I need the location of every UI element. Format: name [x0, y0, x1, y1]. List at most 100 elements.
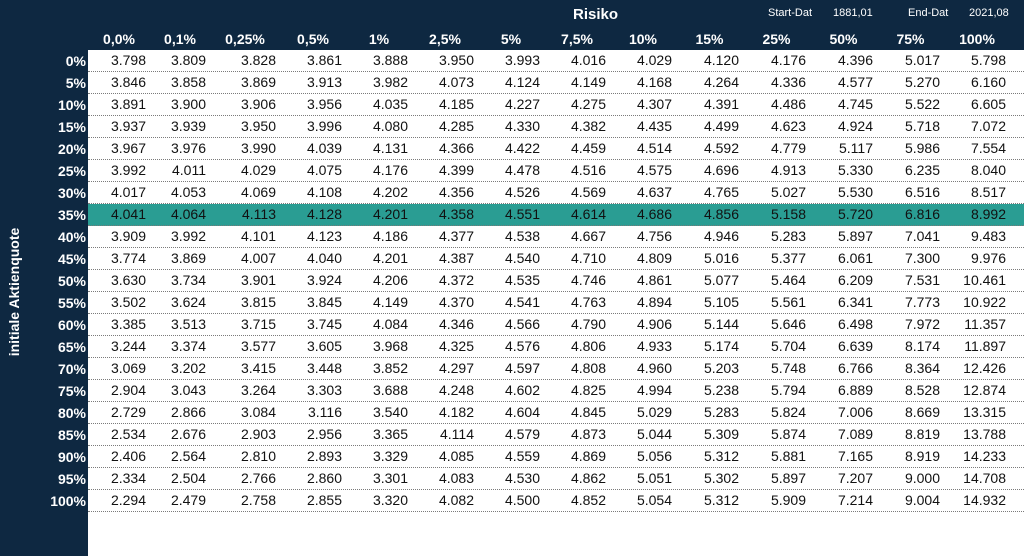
table-cell[interactable]: 6.498	[837, 316, 873, 332]
table-cell[interactable]: 4.387	[438, 250, 474, 266]
table-cell[interactable]: 4.667	[570, 228, 606, 244]
table-cell[interactable]: 4.275	[570, 96, 606, 112]
row-header[interactable]: 5%	[65, 75, 86, 91]
table-cell[interactable]: 5.530	[837, 184, 873, 200]
table-cell[interactable]: 3.968	[372, 338, 408, 354]
table-cell[interactable]: 5.027	[770, 184, 806, 200]
table-cell[interactable]: 2.956	[306, 426, 342, 442]
row-header[interactable]: 40%	[57, 229, 86, 245]
table-cell[interactable]: 5.016	[703, 250, 739, 266]
table-cell[interactable]: 3.301	[372, 470, 408, 486]
row-header[interactable]: 15%	[57, 119, 86, 135]
table-cell[interactable]: 4.746	[570, 272, 606, 288]
table-cell[interactable]: 4.149	[372, 294, 408, 310]
table-cell[interactable]: 7.300	[904, 250, 940, 266]
table-cell[interactable]: 3.513	[170, 316, 206, 332]
table-cell[interactable]: 2.766	[240, 470, 276, 486]
table-cell[interactable]: 5.330	[837, 162, 873, 178]
table-cell[interactable]: 4.075	[306, 162, 342, 178]
table-cell[interactable]: 5.748	[770, 360, 806, 376]
column-header[interactable]: 75%	[896, 31, 925, 47]
table-cell[interactable]: 2.855	[306, 492, 342, 508]
table-cell[interactable]: 7.041	[904, 228, 940, 244]
table-cell[interactable]: 5.117	[839, 140, 873, 156]
table-cell[interactable]: 4.114	[440, 426, 474, 442]
table-cell[interactable]: 4.073	[438, 74, 474, 90]
table-cell[interactable]: 3.043	[170, 382, 206, 398]
row-header[interactable]: 65%	[57, 339, 86, 355]
column-header[interactable]: 0,0%	[103, 31, 135, 47]
table-cell[interactable]: 4.845	[570, 404, 606, 420]
table-cell[interactable]: 4.779	[770, 140, 806, 156]
table-cell[interactable]: 3.624	[170, 294, 206, 310]
table-cell[interactable]: 4.069	[240, 184, 276, 200]
table-cell[interactable]: 5.105	[703, 294, 739, 310]
table-cell[interactable]: 4.960	[636, 360, 672, 376]
table-cell[interactable]: 4.856	[703, 206, 739, 222]
table-cell[interactable]: 4.623	[770, 118, 806, 134]
table-cell[interactable]: 4.248	[438, 382, 474, 398]
table-cell[interactable]: 3.913	[306, 74, 342, 90]
table-cell[interactable]: 2.758	[240, 492, 276, 508]
table-cell[interactable]: 4.538	[504, 228, 540, 244]
table-cell[interactable]: 6.516	[904, 184, 940, 200]
table-cell[interactable]: 5.312	[703, 448, 739, 464]
table-cell[interactable]: 4.186	[372, 228, 408, 244]
table-cell[interactable]: 5.794	[770, 382, 806, 398]
table-cell[interactable]: 8.669	[904, 404, 940, 420]
table-cell[interactable]: 3.745	[306, 316, 342, 332]
column-header[interactable]: 0,25%	[225, 31, 265, 47]
table-cell[interactable]: 4.325	[438, 338, 474, 354]
table-cell[interactable]: 4.873	[570, 426, 606, 442]
table-cell[interactable]: 7.165	[837, 448, 873, 464]
row-header[interactable]: 0%	[65, 53, 86, 69]
table-cell[interactable]: 4.541	[504, 294, 540, 310]
table-cell[interactable]: 3.329	[372, 448, 408, 464]
table-cell[interactable]: 2.810	[240, 448, 276, 464]
table-cell[interactable]: 4.514	[636, 140, 672, 156]
table-cell[interactable]: 5.881	[770, 448, 806, 464]
row-header[interactable]: 35%	[57, 207, 86, 223]
table-cell[interactable]: 14.708	[963, 470, 1006, 486]
table-cell[interactable]: 3.992	[170, 228, 206, 244]
table-cell[interactable]: 4.696	[703, 162, 739, 178]
table-cell[interactable]: 5.720	[837, 206, 873, 222]
table-cell[interactable]: 4.526	[504, 184, 540, 200]
table-cell[interactable]: 14.233	[963, 448, 1006, 464]
table-cell[interactable]: 3.901	[240, 272, 276, 288]
row-header[interactable]: 45%	[57, 251, 86, 267]
column-header[interactable]: 15%	[695, 31, 724, 47]
column-header[interactable]: 0,1%	[164, 31, 196, 47]
table-cell[interactable]: 2.893	[306, 448, 342, 464]
table-cell[interactable]: 4.576	[504, 338, 540, 354]
table-cell[interactable]: 7.006	[837, 404, 873, 420]
table-cell[interactable]: 2.294	[110, 492, 146, 508]
table-cell[interactable]: 5.283	[703, 404, 739, 420]
row-header[interactable]: 85%	[57, 427, 86, 443]
table-cell[interactable]: 3.365	[372, 426, 408, 442]
table-cell[interactable]: 5.522	[904, 96, 940, 112]
table-cell[interactable]: 4.128	[306, 206, 342, 222]
table-cell[interactable]: 3.688	[372, 382, 408, 398]
table-cell[interactable]: 4.478	[504, 162, 540, 178]
table-cell[interactable]: 4.382	[570, 118, 606, 134]
table-cell[interactable]: 4.806	[570, 338, 606, 354]
row-header[interactable]: 80%	[57, 405, 86, 421]
table-cell[interactable]: 6.889	[837, 382, 873, 398]
table-cell[interactable]: 7.554	[970, 140, 1006, 156]
table-cell[interactable]: 3.909	[110, 228, 146, 244]
table-cell[interactable]: 5.798	[970, 52, 1006, 68]
table-cell[interactable]: 5.238	[703, 382, 739, 398]
table-cell[interactable]: 4.336	[770, 74, 806, 90]
table-cell[interactable]: 2.904	[110, 382, 146, 398]
table-cell[interactable]: 8.919	[904, 448, 940, 464]
table-cell[interactable]: 4.285	[438, 118, 474, 134]
table-cell[interactable]: 3.990	[240, 140, 276, 156]
table-cell[interactable]: 4.933	[636, 338, 672, 354]
table-cell[interactable]: 3.996	[306, 118, 342, 134]
table-cell[interactable]: 7.207	[837, 470, 873, 486]
table-cell[interactable]: 5.283	[770, 228, 806, 244]
table-cell[interactable]: 9.976	[970, 250, 1006, 266]
table-cell[interactable]: 5.144	[703, 316, 739, 332]
table-cell[interactable]: 4.869	[570, 448, 606, 464]
